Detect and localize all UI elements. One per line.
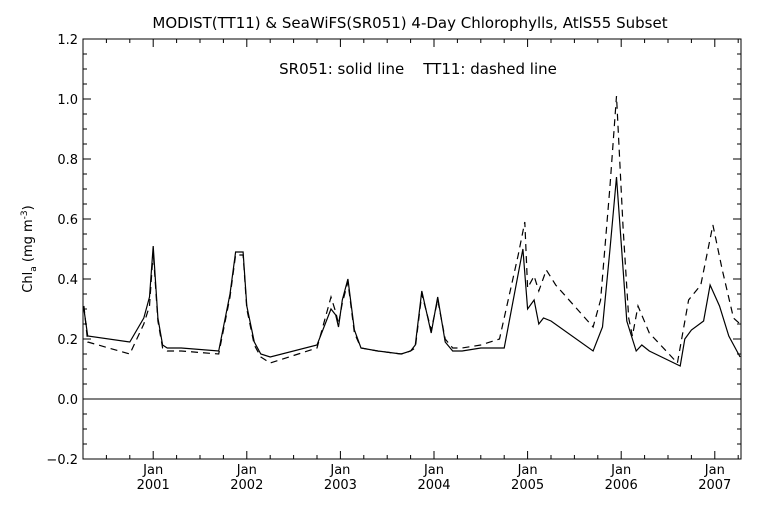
x-tick-year-label: 2005 [511, 478, 544, 493]
x-axis: Jan2001Jan2002Jan2003Jan2004Jan2005Jan20… [82, 39, 739, 493]
y-axis-label: Chla (mg m-3) [20, 205, 39, 292]
series-legend-note: SR051: solid line TT11: dashed line [279, 60, 557, 78]
x-tick-year-label: 2007 [698, 478, 731, 493]
y-tick-label: 0.4 [57, 273, 78, 288]
x-tick-month-label: Jan [517, 463, 538, 478]
plot-area [82, 38, 742, 460]
y-tick-label: 0.6 [57, 213, 78, 228]
x-tick-month-label: Jan [329, 463, 350, 478]
x-tick-month-label: Jan [236, 463, 257, 478]
x-tick-year-label: 2006 [605, 478, 638, 493]
x-tick-year-label: 2002 [230, 478, 263, 493]
x-tick-month-label: Jan [610, 463, 631, 478]
y-tick-label: 0.8 [57, 153, 78, 168]
x-tick-year-label: 2001 [137, 478, 170, 493]
x-tick-month-label: Jan [423, 463, 444, 478]
y-tick-label: 0.0 [57, 393, 78, 408]
series-layer [83, 95, 741, 367]
y-axis: −0.2 0.0 0.2 0.4 0.6 0.8 1.0 1.2 [46, 33, 741, 468]
series-line-sr051 [83, 176, 741, 367]
y-tick-label: −0.2 [46, 453, 78, 468]
chart-title: MODIST(TT11) & SeaWiFS(SR051) 4-Day Chlo… [152, 14, 667, 32]
plot-frame [82, 38, 742, 460]
series-line-tt11 [83, 95, 741, 365]
x-tick-year-label: 2004 [417, 478, 450, 493]
x-tick-month-label: Jan [704, 463, 725, 478]
x-tick-year-label: 2003 [324, 478, 357, 493]
y-tick-label: 1.0 [57, 93, 78, 108]
x-tick-month-label: Jan [142, 463, 163, 478]
y-tick-label: 1.2 [57, 33, 78, 48]
y-tick-label: 0.2 [57, 333, 78, 348]
